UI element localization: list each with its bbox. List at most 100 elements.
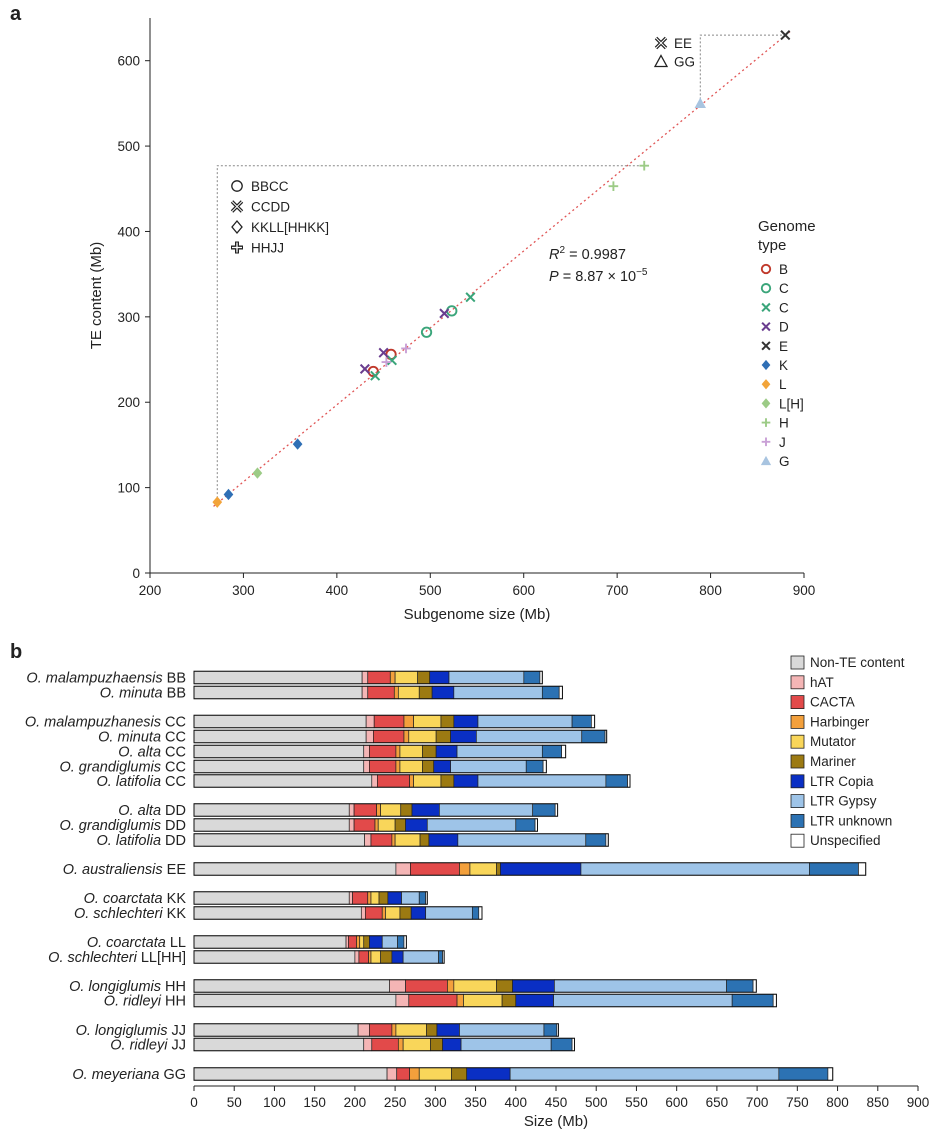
bar-outline bbox=[193, 685, 563, 700]
x-tick-label: 850 bbox=[867, 1095, 890, 1110]
x-tick-label: 600 bbox=[512, 583, 535, 598]
bar-segment-cacta bbox=[405, 979, 448, 993]
genome-code: BB bbox=[167, 686, 186, 702]
bar-segment-mutator bbox=[408, 729, 437, 744]
bar-outline bbox=[193, 774, 631, 788]
y-axis-label: TE content (Mb) bbox=[88, 242, 105, 350]
bar-segment-mariner bbox=[418, 685, 433, 700]
bar-outline bbox=[193, 993, 777, 1008]
x-tick-label: 200 bbox=[344, 1095, 367, 1110]
y-tick-label: 400 bbox=[117, 224, 140, 239]
bar-segment-harbinger bbox=[374, 818, 379, 832]
genome-code: GG bbox=[163, 1067, 186, 1083]
legend-label: Non-TE content bbox=[810, 655, 905, 670]
row-label: O. longiglumis JJ bbox=[76, 1023, 186, 1039]
genome-legend-plus-icon bbox=[761, 418, 771, 427]
bar-segment-non-te-content bbox=[193, 979, 390, 993]
bar-segment-unspecified bbox=[827, 1067, 834, 1081]
genome-legend-circle-icon bbox=[760, 263, 772, 275]
bar-segment-harbinger bbox=[395, 759, 401, 774]
bar-segment-ltr-unknown bbox=[809, 862, 859, 876]
bar-row: O. australiensis EE bbox=[63, 862, 867, 878]
bar-segment-non-te-content bbox=[193, 744, 365, 759]
bar-segment-mariner bbox=[422, 759, 435, 774]
bar-segment-harbinger bbox=[459, 862, 471, 876]
row-label: O. alta CC bbox=[118, 745, 186, 761]
row-label: O. meyeriana GG bbox=[72, 1067, 186, 1083]
bar-segment-ltr-gypsy bbox=[553, 993, 733, 1008]
bar-segment-cacta bbox=[353, 803, 377, 817]
marker-x bbox=[761, 302, 771, 312]
bar-segment-ltr-copia bbox=[431, 685, 455, 700]
marker-circle bbox=[760, 283, 772, 294]
bar-segment-ltr-copia bbox=[411, 803, 440, 817]
bar-segment-cacta bbox=[358, 950, 369, 964]
bar-segment-mutator bbox=[463, 993, 503, 1008]
y-tick-label: 600 bbox=[117, 54, 140, 69]
genome-legend-title: Genome bbox=[758, 218, 816, 235]
bar-row: O. minuta CC bbox=[98, 729, 608, 746]
bar-segment-mutator bbox=[453, 979, 497, 993]
genome-code: CC bbox=[165, 774, 186, 790]
bar-segment-ltr-gypsy bbox=[453, 685, 543, 700]
bar-segment-cacta bbox=[410, 862, 460, 876]
bar-segment-non-te-content bbox=[193, 714, 367, 729]
bar-segment-harbinger bbox=[403, 714, 414, 729]
bar-segment-mutator bbox=[399, 759, 423, 774]
bar-segment-cacta bbox=[364, 906, 383, 920]
x-tick-label: 400 bbox=[505, 1095, 528, 1110]
bar-segment-ltr-gypsy bbox=[580, 862, 810, 876]
bar-outline bbox=[193, 803, 559, 817]
bar-segment-cacta bbox=[373, 714, 405, 729]
bar-segment-ltr-unknown bbox=[471, 906, 480, 920]
bar-segment-ltr-unknown bbox=[541, 685, 560, 700]
bar-segment-ltr-unknown bbox=[585, 833, 607, 847]
bar-segment-cacta bbox=[367, 670, 391, 685]
bar-segment-ltr-copia bbox=[405, 818, 428, 832]
y-tick-label: 300 bbox=[117, 310, 140, 325]
marker-x bbox=[465, 292, 476, 303]
bar-row: O. coarctata KK bbox=[84, 891, 428, 907]
regression-line bbox=[213, 31, 791, 507]
marker-x bbox=[439, 308, 450, 319]
point-k-diamond bbox=[223, 488, 234, 501]
bar-row: O. coarctata LL bbox=[87, 935, 407, 951]
bar-segment-mariner bbox=[501, 993, 517, 1008]
point-e-x bbox=[780, 30, 791, 41]
marker-plus bbox=[381, 357, 392, 367]
bar-segment-mariner bbox=[378, 891, 389, 905]
y-tick-label: 200 bbox=[117, 395, 140, 410]
panel-b-stacked-bar: bO. malampuzhaensis BBO. minuta BBO. mal… bbox=[10, 641, 929, 1130]
bar-outline bbox=[193, 891, 428, 905]
bar-segment-mutator bbox=[418, 1067, 452, 1081]
inset-legend-diamond-icon bbox=[231, 219, 243, 235]
genome-code: JJ bbox=[172, 1038, 187, 1054]
bar-segment-non-te-content bbox=[193, 685, 363, 700]
genome-code: EE bbox=[167, 862, 187, 878]
x-tick-label: 900 bbox=[907, 1095, 930, 1110]
legend-swatch bbox=[790, 655, 805, 670]
bar-segment-hat bbox=[395, 993, 410, 1008]
species-name: O. coarctata bbox=[87, 935, 166, 951]
bar-segment-mutator bbox=[469, 862, 497, 876]
bar-segment-ltr-unknown bbox=[778, 1067, 829, 1081]
bar-segment-hat bbox=[395, 862, 411, 876]
genome-code: DD bbox=[165, 803, 186, 819]
bar-segment-cacta bbox=[396, 1067, 410, 1081]
genome-code: LL bbox=[170, 935, 186, 951]
bar-segment-ltr-copia bbox=[453, 774, 479, 788]
marker-plus bbox=[639, 160, 650, 171]
marker-diamond bbox=[761, 398, 771, 409]
bar-segment-hat bbox=[348, 803, 355, 817]
point-c-x bbox=[386, 355, 398, 366]
point-h-plus bbox=[639, 160, 650, 171]
genome-legend-label: L[H] bbox=[779, 396, 804, 411]
bar-segment-hat bbox=[363, 759, 370, 774]
legend-swatch bbox=[790, 794, 805, 808]
species-name: O. meyeriana bbox=[72, 1067, 159, 1083]
bar-segment-hat bbox=[364, 833, 372, 847]
p-annotation: P = 8.87 × 10−5 bbox=[549, 267, 648, 285]
panel-a-scatter: a 200 300 400 500 600 700 800 900 0 100 200 300 400 50… bbox=[10, 3, 816, 623]
panel-a-letter: a bbox=[10, 3, 22, 25]
bar-segment-ltr-unknown bbox=[605, 774, 628, 788]
